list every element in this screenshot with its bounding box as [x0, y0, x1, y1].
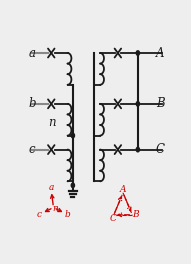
Text: c: c	[28, 143, 35, 156]
Text: B: B	[132, 210, 138, 219]
Circle shape	[71, 133, 74, 138]
Text: n: n	[52, 204, 58, 213]
Text: A: A	[120, 185, 126, 194]
Text: b: b	[65, 210, 70, 219]
Circle shape	[71, 183, 74, 188]
Text: C: C	[110, 214, 117, 223]
Circle shape	[136, 147, 139, 152]
Text: C: C	[155, 143, 164, 156]
Text: A: A	[156, 46, 164, 59]
Text: b: b	[28, 97, 36, 110]
Text: a: a	[28, 46, 35, 59]
Text: c: c	[37, 210, 42, 219]
Circle shape	[136, 51, 139, 55]
Text: a: a	[48, 183, 54, 192]
Text: n: n	[48, 116, 56, 129]
Text: B: B	[156, 97, 164, 110]
Circle shape	[136, 102, 139, 106]
